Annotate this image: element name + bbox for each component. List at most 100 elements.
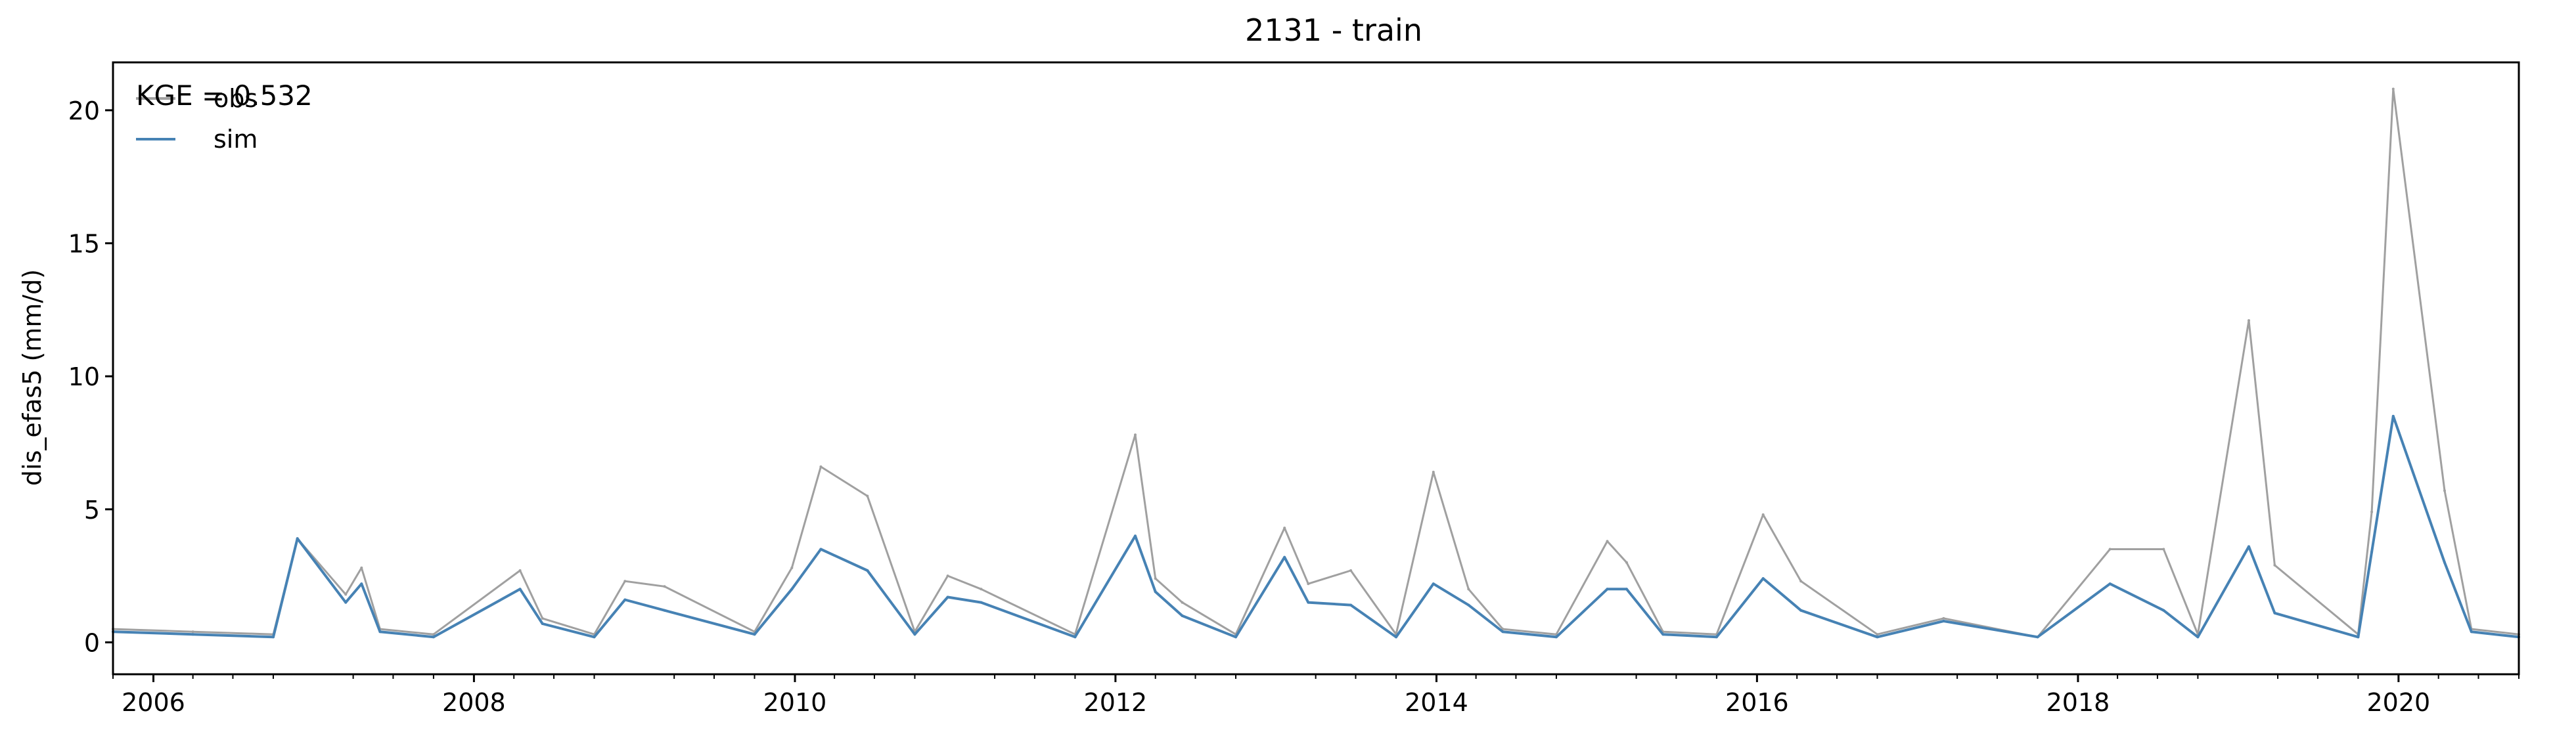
data-point-sim: [980, 601, 983, 604]
data-point-obs: [2248, 319, 2250, 322]
legend: obs sim: [136, 84, 258, 154]
data-point-sim: [2443, 561, 2446, 564]
data-point-sim: [819, 548, 823, 551]
x-tick-label: 2014: [1405, 688, 1468, 717]
data-point-obs: [191, 630, 194, 634]
data-point-sim: [1501, 630, 1504, 634]
data-point-sim: [1606, 588, 1609, 591]
data-point-sim: [1181, 614, 1184, 617]
data-point-obs: [432, 633, 435, 636]
data-point-obs: [2370, 510, 2374, 513]
data-point-obs: [1761, 513, 1765, 516]
data-point-sim: [191, 633, 194, 636]
data-point-obs: [2108, 548, 2112, 551]
data-point-sim: [432, 636, 435, 639]
data-point-sim: [2470, 630, 2473, 634]
x-tick-label: 2006: [122, 688, 185, 717]
data-point-sim: [1234, 636, 1237, 639]
data-point-obs: [1349, 569, 1353, 572]
data-point-obs: [1432, 471, 1435, 473]
data-point-sim: [2036, 636, 2039, 639]
x-tick-label: 2008: [442, 688, 506, 717]
data-point-sim: [2357, 636, 2360, 639]
y-tick-label: 5: [84, 496, 100, 525]
data-point-sim: [1134, 534, 1137, 538]
data-point-sim: [1761, 577, 1765, 580]
x-tick-label: 2016: [1725, 688, 1789, 717]
data-point-sim: [2196, 636, 2200, 639]
data-point-sim: [1876, 636, 1879, 639]
data-point-obs: [344, 593, 348, 596]
data-point-obs: [2443, 489, 2446, 492]
data-point-sim: [1942, 620, 1945, 622]
data-point-obs: [946, 574, 949, 578]
x-tick-label: 2012: [1084, 688, 1148, 717]
data-point-obs: [819, 465, 823, 468]
data-point-obs: [1799, 580, 1803, 583]
legend-obs-label: obs: [214, 84, 258, 113]
data-point-sim: [1432, 582, 1435, 586]
x-axis: 2006 2008 2010 2012 2014 2016 2018 2020: [112, 674, 2520, 717]
data-point-sim: [1154, 590, 1157, 594]
data-point-obs: [1283, 527, 1286, 530]
data-point-sim: [296, 537, 299, 540]
data-point-obs: [2391, 87, 2395, 91]
data-point-sim: [1661, 633, 1665, 636]
data-point-sim: [663, 609, 666, 612]
data-point-sim: [1395, 636, 1397, 639]
data-point-sim: [378, 630, 382, 634]
y-tick-label: 0: [84, 628, 100, 657]
data-point-sim: [1349, 603, 1353, 607]
data-point-sim: [1073, 636, 1077, 639]
data-point-sim: [518, 588, 522, 591]
data-point-sim: [1554, 636, 1558, 639]
data-point-obs: [1154, 577, 1157, 580]
legend-sim-label: sim: [214, 125, 258, 154]
data-point-obs: [663, 585, 666, 588]
data-point-sim: [360, 582, 363, 586]
data-point-obs: [1625, 561, 1628, 564]
data-point-sim: [913, 633, 916, 636]
data-point-sim: [1307, 601, 1310, 604]
x-tick-label: 2010: [763, 688, 827, 717]
data-point-obs: [1942, 616, 1945, 620]
y-tick-label: 20: [68, 97, 100, 125]
data-point-sim: [2162, 609, 2165, 612]
data-point-obs: [541, 616, 544, 620]
data-point-sim: [1283, 555, 1286, 559]
data-point-obs: [980, 588, 983, 591]
data-point-sim: [344, 601, 348, 604]
data-point-obs: [790, 566, 794, 569]
data-point-sim: [2248, 545, 2250, 548]
data-point-obs: [2273, 563, 2276, 567]
data-point-sim: [541, 622, 544, 625]
data-point-obs: [2162, 548, 2165, 551]
y-axis-label: dis_efas5 (mm/d): [18, 269, 47, 486]
data-point-sim: [753, 633, 756, 636]
data-point-obs: [1467, 588, 1470, 591]
data-point-sim: [1467, 603, 1470, 607]
data-point-obs: [1606, 540, 1609, 543]
data-point-obs: [1307, 582, 1310, 586]
data-point-sim: [946, 595, 949, 599]
data-point-obs: [623, 580, 627, 583]
data-point-obs: [866, 494, 869, 498]
x-tick-label: 2020: [2367, 688, 2431, 717]
data-point-sim: [2108, 582, 2112, 586]
data-point-sim: [593, 636, 596, 639]
chart-title: 2131 - train: [1245, 12, 1422, 48]
data-point-sim: [1715, 636, 1718, 639]
data-point-obs: [518, 569, 522, 572]
data-point-sim: [866, 569, 869, 572]
data-point-sim: [272, 636, 275, 639]
data-point-sim: [623, 598, 627, 601]
y-tick-label: 10: [68, 362, 100, 391]
data-point-obs: [1876, 633, 1879, 636]
data-point-sim: [1625, 588, 1628, 591]
data-point-sim: [2273, 611, 2276, 615]
data-point-sim: [1799, 609, 1803, 612]
data-point-obs: [1181, 601, 1184, 604]
data-point-sim: [790, 588, 794, 591]
